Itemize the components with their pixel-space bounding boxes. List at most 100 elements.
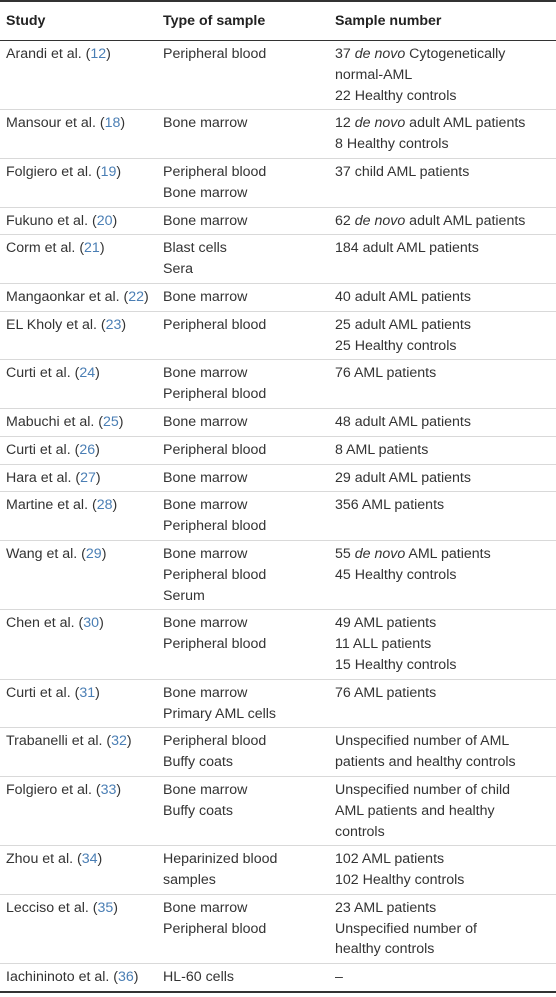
sample-type-cell: Bone marrow Peripheral blood bbox=[163, 363, 335, 405]
study-cell: Wang et al. (29) bbox=[0, 544, 163, 606]
study-author: Wang et al. ( bbox=[6, 545, 86, 562]
sample-number-text: adult AML patients bbox=[405, 115, 526, 132]
study-author: Mangaonkar et al. ( bbox=[6, 288, 129, 305]
reference-link[interactable]: 26 bbox=[79, 441, 96, 458]
sample-number-line: controls bbox=[335, 822, 556, 843]
reference-link[interactable]: 23 bbox=[105, 316, 122, 333]
sample-number-line: 48 adult AML patients bbox=[335, 412, 556, 433]
sample-number-text: 23 AML patients bbox=[335, 899, 437, 916]
reference-link[interactable]: 20 bbox=[96, 212, 113, 229]
table-row: Curti et al. (24) Bone marrow Peripheral b… bbox=[0, 360, 556, 409]
reference-close-paren: ) bbox=[116, 781, 122, 798]
reference-close-paren: ) bbox=[112, 212, 118, 229]
sample-number-line: Unspecified number of bbox=[335, 919, 556, 940]
study-cell: Mabuchi et al. (25) bbox=[0, 412, 163, 433]
reference-close-paren: ) bbox=[95, 365, 100, 382]
sample-type: Bone marrow bbox=[163, 497, 248, 514]
study-author: Curti et al. ( bbox=[6, 365, 80, 382]
sample-type-cell: Peripheral blood bbox=[163, 315, 335, 357]
reference-close-paren: ) bbox=[113, 899, 118, 916]
reference-close-paren: ) bbox=[95, 684, 100, 701]
sample-number-text: patients and healthy controls bbox=[335, 754, 516, 771]
sample-number-line: 102 AML patients bbox=[335, 849, 556, 870]
sample-type: Bone marrow bbox=[163, 615, 248, 632]
study-author: Curti et al. ( bbox=[6, 441, 80, 458]
sample-number-cell: – bbox=[335, 967, 556, 988]
study-cell: Chen et al. (30) bbox=[0, 613, 163, 675]
sample-number-text: 62 bbox=[335, 212, 355, 229]
reference-close-paren: ) bbox=[99, 615, 104, 632]
study-cell: Curti et al. (31) bbox=[0, 683, 163, 725]
reference-link[interactable]: 31 bbox=[79, 684, 96, 701]
table-row: Fukuno et al. (20) Bone marrow 62 de novo … bbox=[0, 208, 556, 236]
study-author: Arandi et al. ( bbox=[6, 46, 91, 62]
reference-close-paren: ) bbox=[118, 413, 124, 430]
sample-number-cell: 37 de novo Cytogenetically normal-AML 22 H… bbox=[335, 44, 556, 106]
header-type: Type of sample bbox=[163, 12, 266, 29]
reference-link[interactable]: 33 bbox=[100, 781, 117, 798]
sample-type: Primary AML cells bbox=[163, 705, 276, 722]
sample-number-line: 40 adult AML patients bbox=[335, 287, 556, 308]
sample-type: Peripheral blood bbox=[163, 920, 267, 937]
reference-link[interactable]: 34 bbox=[81, 851, 98, 868]
sample-type: Bone marrow bbox=[163, 413, 248, 430]
sample-type: HL-60 cells bbox=[163, 969, 234, 986]
reference-link[interactable]: 32 bbox=[111, 733, 127, 750]
sample-type-cell: Bone marrow bbox=[163, 113, 335, 155]
sample-number-text: 102 AML patients bbox=[335, 851, 445, 868]
sample-number-line: – bbox=[335, 967, 556, 988]
reference-link[interactable]: 28 bbox=[96, 497, 113, 514]
sample-number-text: 29 adult AML patients bbox=[335, 469, 471, 486]
study-author: Folgiero et al. ( bbox=[6, 781, 101, 798]
reference-link[interactable]: 30 bbox=[83, 615, 100, 632]
table-body: Arandi et al. (12) Peripheral blood 37 de … bbox=[0, 41, 556, 991]
sample-type-cell: Peripheral blood Bone marrow bbox=[163, 162, 335, 204]
sample-type: Bone marrow bbox=[163, 184, 248, 201]
reference-link[interactable]: 12 bbox=[90, 46, 107, 62]
study-author: Fukuno et al. ( bbox=[6, 212, 97, 229]
study-cell: Folgiero et al. (19) bbox=[0, 162, 163, 204]
sample-number-line: Unspecified number of child bbox=[335, 780, 556, 801]
sample-number-line: healthy controls bbox=[335, 939, 556, 960]
sample-number-cell: Unspecified number of AML patients and he… bbox=[335, 731, 556, 773]
reference-link[interactable]: 19 bbox=[100, 163, 117, 180]
sample-number-text: 40 adult AML patients bbox=[335, 288, 471, 305]
sample-number-text: 37 bbox=[335, 46, 355, 62]
sample-number-line: 15 Healthy controls bbox=[335, 655, 556, 676]
study-author: Mansour et al. ( bbox=[6, 115, 105, 132]
sample-number-line: 8 Healthy controls bbox=[335, 134, 556, 155]
header-rule bbox=[0, 40, 556, 41]
reference-link[interactable]: 21 bbox=[84, 240, 100, 257]
study-cell: Curti et al. (24) bbox=[0, 363, 163, 405]
sample-type-cell: Peripheral blood Buffy coats bbox=[163, 731, 335, 773]
reference-link[interactable]: 24 bbox=[79, 365, 96, 382]
table-row: Lecciso et al. (35) Bone marrow Peripheral… bbox=[0, 895, 556, 965]
reference-link[interactable]: 29 bbox=[85, 545, 102, 562]
sample-type: Blast cells bbox=[163, 240, 227, 257]
study-cell: EL Kholy et al. (23) bbox=[0, 315, 163, 357]
de-novo-italic: de novo bbox=[354, 115, 406, 132]
study-author: Zhou et al. ( bbox=[6, 851, 82, 868]
sample-number-text: Cytogenetically bbox=[405, 46, 506, 62]
sample-type-cell: Bone marrow bbox=[163, 287, 335, 308]
study-author: Lecciso et al. ( bbox=[6, 899, 98, 916]
sample-number-cell: 102 AML patients 102 Healthy controls bbox=[335, 849, 556, 891]
reference-link[interactable]: 18 bbox=[104, 115, 121, 132]
reference-link[interactable]: 36 bbox=[118, 969, 134, 986]
study-author: Martine et al. ( bbox=[6, 497, 97, 514]
sample-type-cell: Heparinized blood samples bbox=[163, 849, 335, 891]
sample-type: Bone marrow bbox=[163, 684, 248, 701]
sample-number-line: 23 AML patients bbox=[335, 898, 556, 919]
reference-link[interactable]: 27 bbox=[80, 469, 96, 486]
reference-link[interactable]: 25 bbox=[103, 413, 119, 430]
reference-close-paren: ) bbox=[144, 288, 149, 305]
sample-type: Sera bbox=[163, 261, 193, 278]
reference-link[interactable]: 22 bbox=[128, 288, 145, 305]
sample-number-text: 102 Healthy controls bbox=[335, 872, 465, 889]
sample-number-cell: 184 adult AML patients bbox=[335, 238, 556, 280]
reference-link[interactable]: 35 bbox=[97, 899, 114, 916]
sample-number-line: 37 de novo Cytogenetically bbox=[335, 44, 556, 65]
sample-number-line: 184 adult AML patients bbox=[335, 238, 556, 259]
sample-type-cell: Bone marrow Peripheral blood Serum bbox=[163, 544, 335, 606]
sample-number-line: 102 Healthy controls bbox=[335, 870, 556, 891]
